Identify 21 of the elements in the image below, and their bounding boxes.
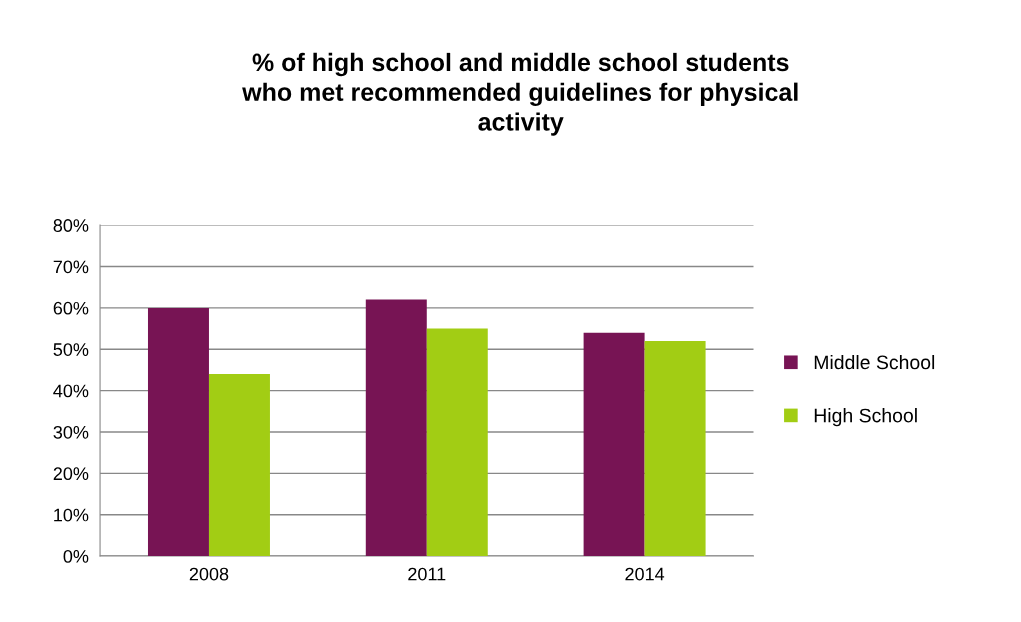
bar	[208, 374, 270, 557]
x-tick-label: 2014	[625, 567, 665, 581]
legend-label: High School	[814, 408, 917, 427]
y-tick-label: 70%	[53, 260, 89, 274]
bar	[644, 340, 706, 557]
y-tick-label: 20%	[53, 467, 89, 481]
y-tick-label: 80%	[53, 219, 89, 232]
y-tick-label: 50%	[53, 343, 89, 356]
bar	[583, 332, 645, 557]
y-tick-label: 30%	[53, 425, 89, 439]
x-tick-label: 2008	[189, 567, 229, 581]
y-tick-label: 40%	[53, 384, 89, 398]
y-tick-label: 10%	[54, 508, 89, 522]
legend-label: Middle School	[814, 354, 935, 370]
bar	[426, 328, 488, 557]
chart-title: % of high school and middle school students who met recommended guidelines for physical activity	[242, 52, 798, 136]
y-tick-label: 0%	[63, 550, 89, 563]
bar	[365, 299, 427, 557]
y-tick-label: 60%	[53, 301, 89, 315]
bar	[147, 307, 209, 557]
x-tick-label: 2011	[408, 567, 446, 581]
